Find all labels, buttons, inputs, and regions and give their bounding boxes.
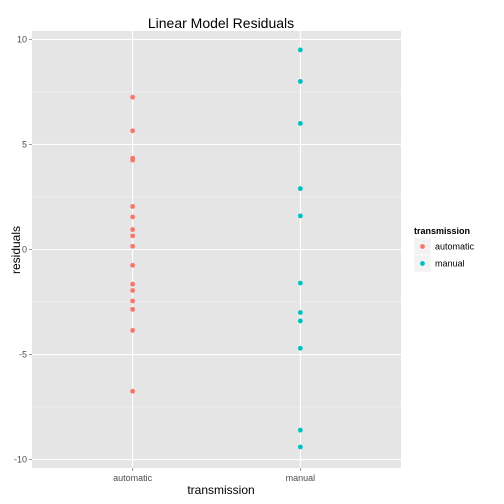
y-axis-title: residuals: [9, 226, 23, 274]
data-point-manual: [297, 79, 303, 84]
data-point-manual: [297, 345, 303, 351]
data-point-automatic: [130, 204, 136, 209]
y-tick-label: 10: [17, 34, 27, 44]
data-point-automatic: [130, 214, 136, 220]
chart-title: Linear Model Residuals: [148, 15, 294, 31]
data-point-manual: [297, 427, 303, 433]
data-point-automatic: [130, 298, 136, 304]
x-axis-title: transmission: [187, 483, 254, 497]
data-point-automatic: [130, 388, 136, 394]
legend-label-manual: manual: [435, 259, 465, 269]
data-point-manual: [297, 318, 303, 324]
legend-key-point: [420, 244, 425, 249]
y-axis-ticks: -10 -5 0 5 10: [14, 34, 32, 465]
data-point-automatic: [130, 233, 136, 239]
data-point-manual: [297, 121, 303, 126]
data-point-manual: [297, 280, 303, 286]
data-point-automatic: [130, 227, 136, 232]
data-point-manual: [297, 47, 303, 53]
y-tick-label: 5: [22, 139, 27, 149]
data-point-manual: [297, 310, 303, 315]
x-tick-label: automatic: [113, 473, 153, 483]
data-point-automatic: [130, 306, 136, 312]
data-point-manual: [297, 444, 303, 450]
grid-minor: [32, 91, 401, 408]
data-point-automatic: [130, 281, 136, 287]
data-point-manual: [297, 213, 303, 219]
y-tick-label: 0: [22, 245, 27, 255]
data-point-automatic: [130, 128, 136, 134]
data-points: [130, 47, 303, 450]
data-point-automatic: [130, 288, 136, 293]
data-point-manual: [297, 186, 303, 191]
x-axis-ticks: automatic manual: [113, 468, 315, 483]
legend-key-point: [420, 261, 425, 266]
y-tick-label: -5: [19, 350, 27, 360]
legend: transmission automatic manual: [413, 226, 475, 273]
x-tick-label: manual: [286, 473, 316, 483]
y-tick-label: -10: [14, 455, 27, 465]
grid-major: [32, 31, 401, 468]
data-point-automatic: [130, 157, 136, 163]
legend-title: transmission: [414, 226, 470, 236]
data-point-automatic: [130, 243, 136, 249]
data-point-automatic: [130, 94, 136, 100]
legend-label-automatic: automatic: [435, 242, 475, 252]
data-point-automatic: [130, 327, 136, 333]
data-point-automatic: [130, 262, 136, 268]
